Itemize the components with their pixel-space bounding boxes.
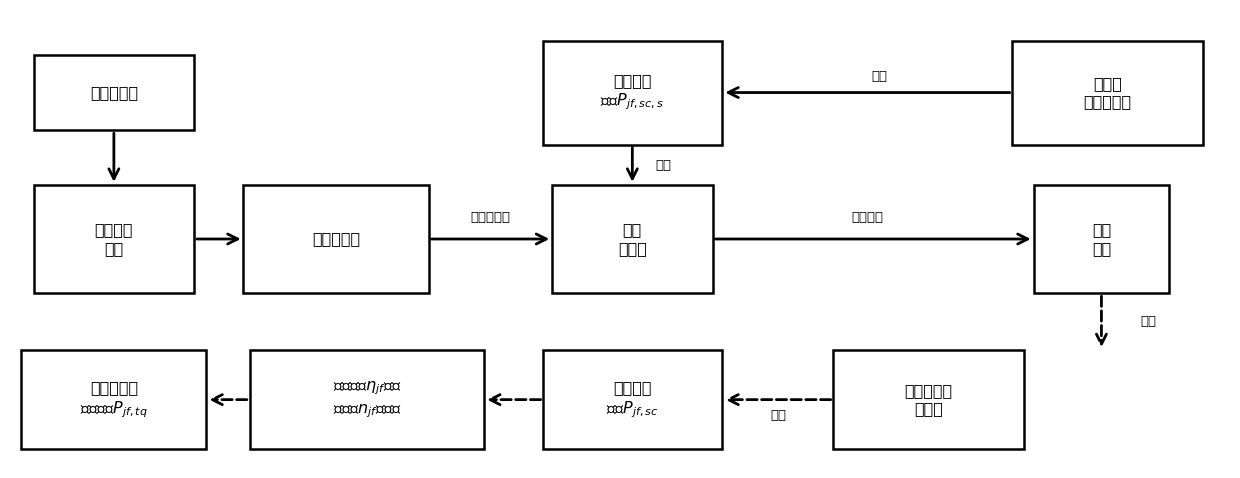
FancyBboxPatch shape [1012,41,1203,144]
FancyBboxPatch shape [33,185,195,293]
Text: 电机效率$\eta_{jf}$与电
机转速$n_{jf}$对照表: 电机效率$\eta_{jf}$与电 机转速$n_{jf}$对照表 [332,380,401,420]
Text: 换算: 换算 [770,409,786,422]
Text: 电机输出
功率$P_{jf,sc,s}$: 电机输出 功率$P_{jf,sc,s}$ [600,73,665,112]
FancyBboxPatch shape [33,55,195,130]
Text: 测量: 测量 [1141,315,1157,328]
FancyBboxPatch shape [243,185,429,293]
Text: 输入: 输入 [655,159,671,172]
Text: 三相交流电: 三相交流电 [470,211,511,224]
Text: 电阻
负载: 电阻 负载 [1091,222,1111,256]
Text: 电机实际提
取功率值$P_{jf,tq}$: 电机实际提 取功率值$P_{jf,tq}$ [79,380,148,420]
Text: 整流斩波: 整流斩波 [851,211,883,224]
Text: 航空发动机: 航空发动机 [89,85,138,100]
Text: 电机加
载控制软件: 电机加 载控制软件 [1084,76,1132,109]
Text: 设定: 设定 [872,69,888,83]
FancyBboxPatch shape [21,350,207,449]
Text: 飞机附件
机匣: 飞机附件 机匣 [94,222,133,256]
FancyBboxPatch shape [1033,185,1169,293]
Text: 电机输出
功率$P_{jf,sc}$: 电机输出 功率$P_{jf,sc}$ [606,380,658,420]
Text: 电气
控制柜: 电气 控制柜 [618,222,647,256]
FancyBboxPatch shape [543,41,722,144]
Text: 交流发电机: 交流发电机 [312,231,360,247]
Text: 输出电压、
电流值: 输出电压、 电流值 [904,383,952,416]
FancyBboxPatch shape [543,350,722,449]
FancyBboxPatch shape [249,350,484,449]
FancyBboxPatch shape [833,350,1024,449]
FancyBboxPatch shape [552,185,713,293]
